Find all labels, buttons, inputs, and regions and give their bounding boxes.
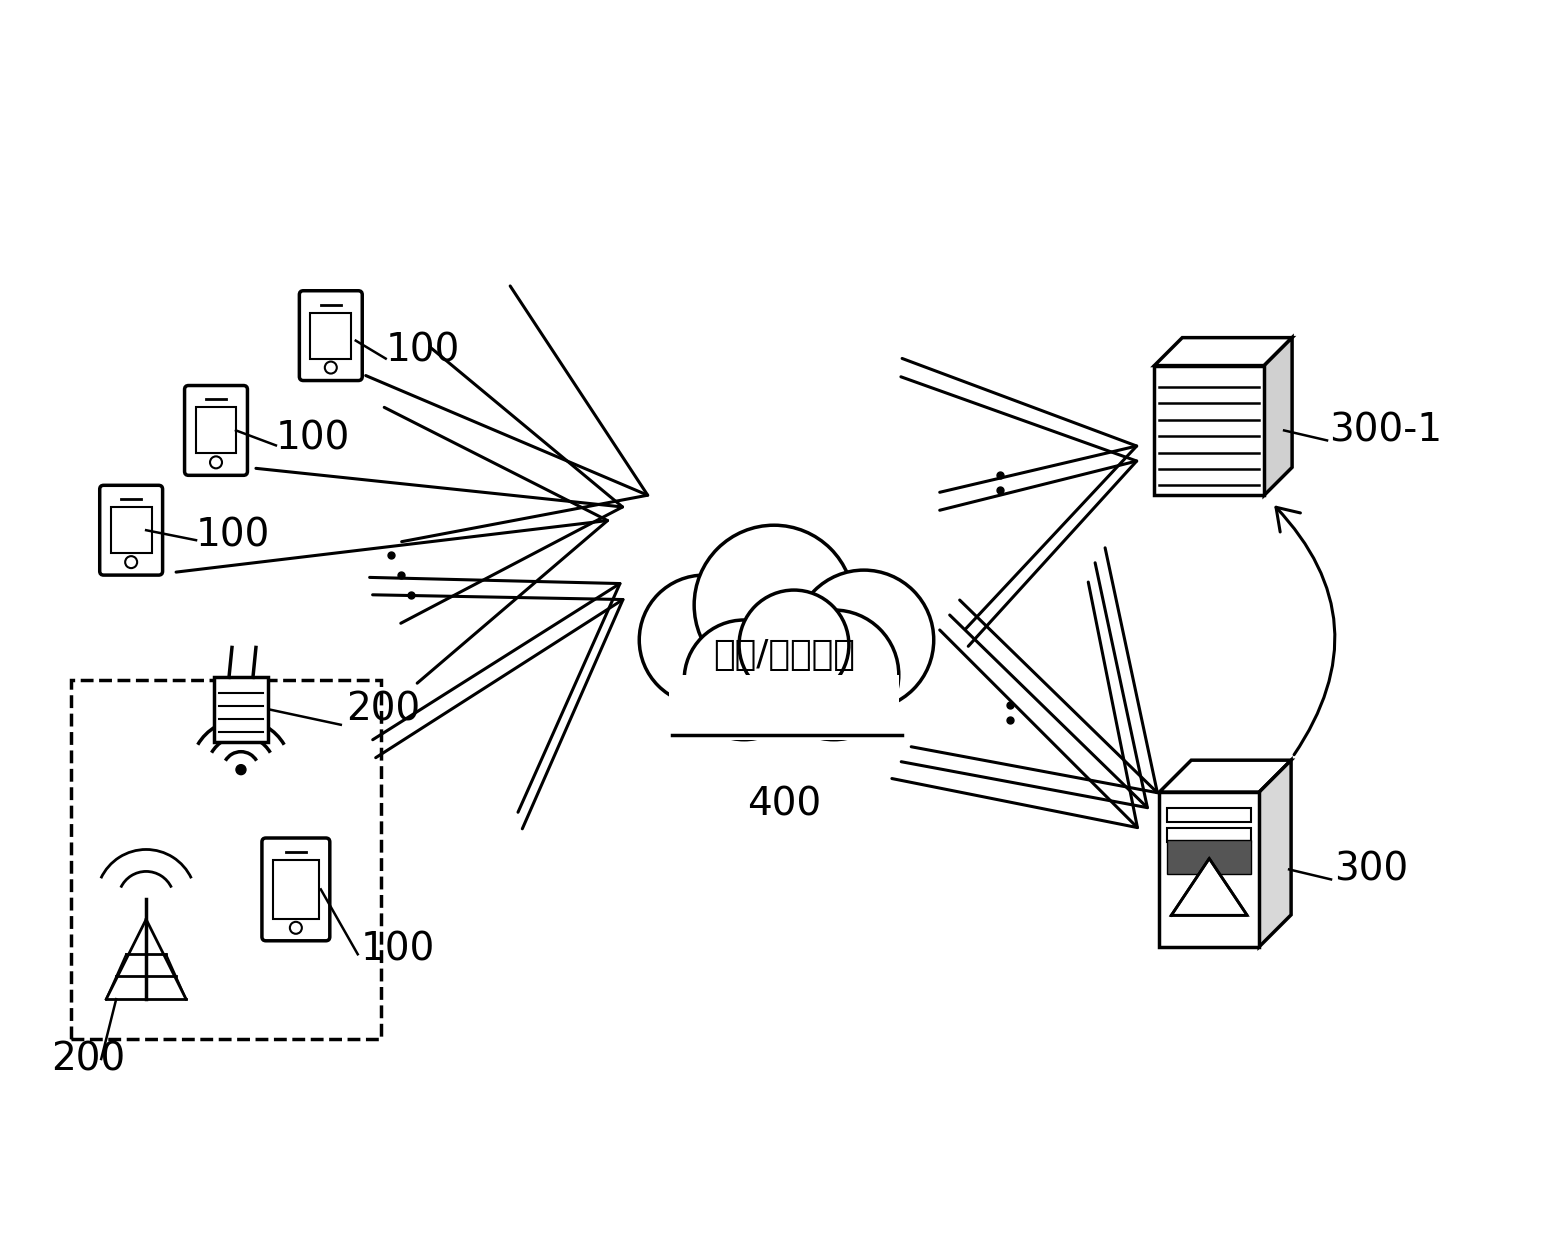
Polygon shape (1159, 760, 1290, 792)
Circle shape (695, 526, 855, 684)
Circle shape (210, 456, 223, 469)
Text: 有线/无线网络: 有线/无线网络 (713, 637, 855, 672)
Text: 100: 100 (386, 331, 459, 370)
FancyBboxPatch shape (310, 312, 351, 358)
Circle shape (640, 575, 768, 704)
Polygon shape (1264, 337, 1292, 495)
FancyBboxPatch shape (111, 507, 152, 553)
Circle shape (235, 765, 246, 775)
Circle shape (739, 590, 848, 699)
Text: 300: 300 (1334, 851, 1408, 888)
FancyBboxPatch shape (1167, 828, 1251, 842)
FancyBboxPatch shape (1167, 808, 1251, 822)
FancyBboxPatch shape (1159, 792, 1259, 947)
Circle shape (684, 620, 804, 740)
FancyBboxPatch shape (262, 838, 329, 941)
FancyBboxPatch shape (1154, 366, 1264, 495)
Text: 100: 100 (196, 516, 270, 554)
Circle shape (793, 570, 933, 709)
Circle shape (768, 610, 898, 740)
Text: 200: 200 (52, 1040, 125, 1079)
FancyBboxPatch shape (196, 408, 237, 454)
FancyBboxPatch shape (71, 680, 381, 1039)
Circle shape (125, 557, 136, 568)
Polygon shape (1171, 858, 1247, 915)
FancyBboxPatch shape (299, 290, 362, 381)
FancyBboxPatch shape (1167, 839, 1251, 874)
Polygon shape (1259, 760, 1290, 947)
Text: 400: 400 (746, 786, 822, 823)
FancyArrowPatch shape (1276, 507, 1334, 755)
FancyBboxPatch shape (273, 861, 318, 919)
FancyBboxPatch shape (670, 675, 898, 740)
Text: 100: 100 (276, 419, 350, 458)
FancyBboxPatch shape (185, 386, 248, 475)
Text: 200: 200 (347, 691, 420, 729)
Circle shape (290, 921, 303, 934)
Text: 100: 100 (361, 930, 436, 968)
Circle shape (325, 362, 337, 373)
FancyBboxPatch shape (100, 485, 163, 575)
Polygon shape (1154, 337, 1292, 366)
Text: 300-1: 300-1 (1330, 412, 1443, 449)
FancyBboxPatch shape (213, 677, 268, 743)
